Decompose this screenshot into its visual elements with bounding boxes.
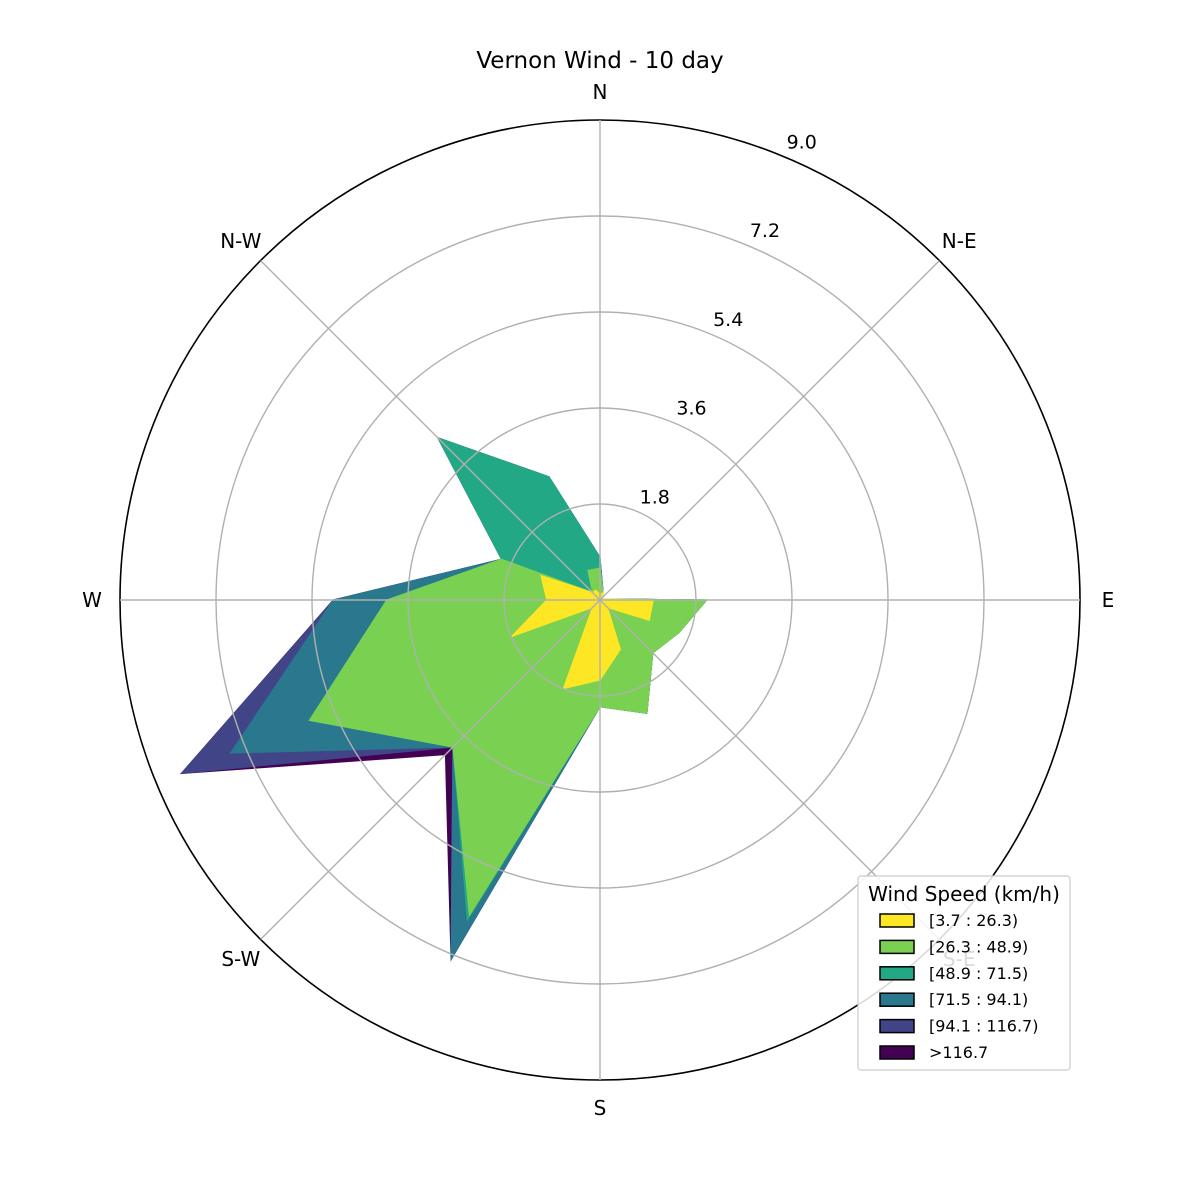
- legend-swatch: [879, 913, 915, 928]
- legend-entry-label: [3.7 : 26.3): [929, 911, 1018, 930]
- grid-spoke: [599, 260, 940, 601]
- radial-tick-label: 5.4: [713, 309, 743, 331]
- radial-tick-label: 3.6: [676, 398, 706, 420]
- legend-swatch: [879, 939, 915, 955]
- legend-swatch: [879, 992, 915, 1007]
- legend-entry-label: [94.1 : 116.7): [929, 1017, 1038, 1036]
- label-layer: NN-EES-ESS-WWN-W1.83.65.47.29.0: [82, 80, 1114, 1120]
- series-layer: [179, 436, 708, 962]
- legend-swatch: [879, 1045, 915, 1060]
- legend: Wind Speed (km/h) [3.7 : 26.3) [26.3 : 48.…: [857, 875, 1071, 1071]
- legend-entry-label: [26.3 : 48.9): [929, 937, 1028, 956]
- legend-entry-label: [48.9 : 71.5): [929, 964, 1028, 983]
- direction-label: N-E: [942, 229, 977, 253]
- legend-entry-label: >116.7: [929, 1043, 988, 1062]
- direction-label: E: [1102, 588, 1115, 612]
- radial-tick-label: 9.0: [787, 132, 817, 154]
- grid-layer: [119, 119, 1081, 1081]
- direction-label: S-W: [221, 947, 260, 971]
- direction-label: N: [593, 80, 608, 104]
- grid-spoke: [260, 260, 601, 601]
- legend-entry-label: [71.5 : 94.1): [929, 990, 1028, 1009]
- grid-spoke: [260, 599, 601, 940]
- direction-label: W: [82, 588, 102, 612]
- direction-label: S: [594, 1096, 607, 1120]
- legend-swatch: [879, 1018, 915, 1034]
- chart-title: Vernon Wind - 10 day: [476, 48, 723, 74]
- direction-label: N-W: [220, 229, 261, 253]
- radial-tick-label: 1.8: [640, 486, 670, 508]
- radial-tick-label: 7.2: [750, 220, 780, 242]
- legend-swatch: [879, 966, 915, 981]
- legend-title: Wind Speed (km/h): [868, 882, 1060, 906]
